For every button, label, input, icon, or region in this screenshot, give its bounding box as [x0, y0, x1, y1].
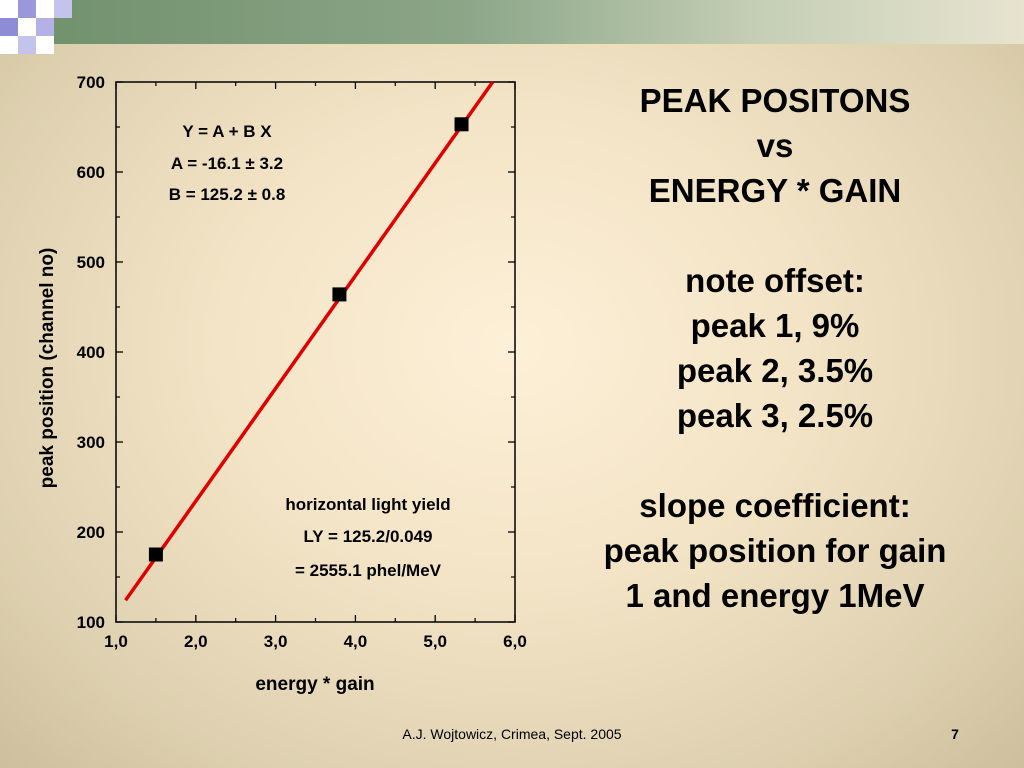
- y-axis-label: peak position (channel no): [37, 248, 58, 489]
- x-tick-label: 6,0: [503, 632, 527, 651]
- deco-square: [18, 0, 36, 18]
- slide-title-line-3: ENERGY * GAIN: [648, 172, 902, 209]
- fit-line: [124, 80, 495, 602]
- y-tick-label: 200: [77, 523, 105, 542]
- deco-square: [0, 0, 18, 18]
- y-tick-label: 100: [77, 613, 105, 632]
- slide-title-line-2: vs: [756, 127, 794, 164]
- x-tick-label: 1,0: [104, 632, 128, 651]
- x-tick-labels: 1,0 2,0 3,0 4,0 5,0 6,0: [104, 632, 527, 651]
- slope-line-2: peak position for gain: [603, 532, 947, 569]
- deco-square: [36, 0, 54, 18]
- deco-square: [0, 18, 18, 36]
- note-line-4: peak 3, 2.5%: [676, 397, 874, 434]
- slope-line-3: 1 and energy 1MeV: [625, 577, 925, 614]
- x-tick-label: 2,0: [184, 632, 208, 651]
- x-axis-label: energy * gain: [255, 674, 374, 695]
- note-line-1: note offset:: [685, 262, 865, 299]
- deco-square: [36, 36, 54, 54]
- light-yield-formula: LY = 125.2/0.049: [303, 527, 432, 546]
- x-tick-label: 3,0: [264, 632, 288, 651]
- data-point: [454, 117, 469, 132]
- axis-ticks: [115, 81, 516, 623]
- data-point: [332, 287, 347, 302]
- spacer: [560, 213, 990, 258]
- slide-notes: PEAK POSITONS vs ENERGY * GAIN note offs…: [560, 78, 990, 618]
- slide-title-line-1: PEAK POSITONS: [639, 82, 911, 119]
- y-tick-label: 400: [77, 343, 105, 362]
- x-tick-label: 5,0: [423, 632, 447, 651]
- spacer: [560, 438, 990, 483]
- y-tick-label: 600: [77, 163, 105, 182]
- note-line-3: peak 2, 3.5%: [676, 352, 874, 389]
- y-tick-labels: 100 200 300 400 500 600 700: [77, 73, 105, 632]
- header-band: [0, 0, 1024, 44]
- data-points: [148, 117, 469, 562]
- note-line-2: peak 1, 9%: [690, 307, 860, 344]
- fit-line-group: [124, 80, 495, 602]
- light-yield-title: horizontal light yield: [285, 495, 450, 514]
- page-number: 7: [951, 726, 959, 742]
- x-tick-label: 4,0: [344, 632, 368, 651]
- slope-line-1: slope coefficient:: [639, 487, 911, 524]
- light-yield-value: = 2555.1 phel/MeV: [295, 561, 442, 580]
- data-point: [148, 547, 163, 562]
- y-tick-label: 300: [77, 433, 105, 452]
- y-tick-label: 500: [77, 253, 105, 272]
- fit-equation: Y = A + B X: [182, 122, 272, 141]
- deco-square: [18, 36, 36, 54]
- footer-credit: A.J. Wojtowicz, Crimea, Sept. 2005: [402, 726, 622, 742]
- deco-square: [18, 18, 36, 36]
- fit-parameter-b: B = 125.2 ± 0.8: [169, 185, 286, 204]
- y-tick-label: 700: [77, 73, 105, 92]
- fit-parameter-a: A = -16.1 ± 3.2: [171, 154, 283, 173]
- deco-square: [0, 36, 18, 54]
- deco-square: [54, 0, 72, 18]
- deco-square: [36, 18, 54, 36]
